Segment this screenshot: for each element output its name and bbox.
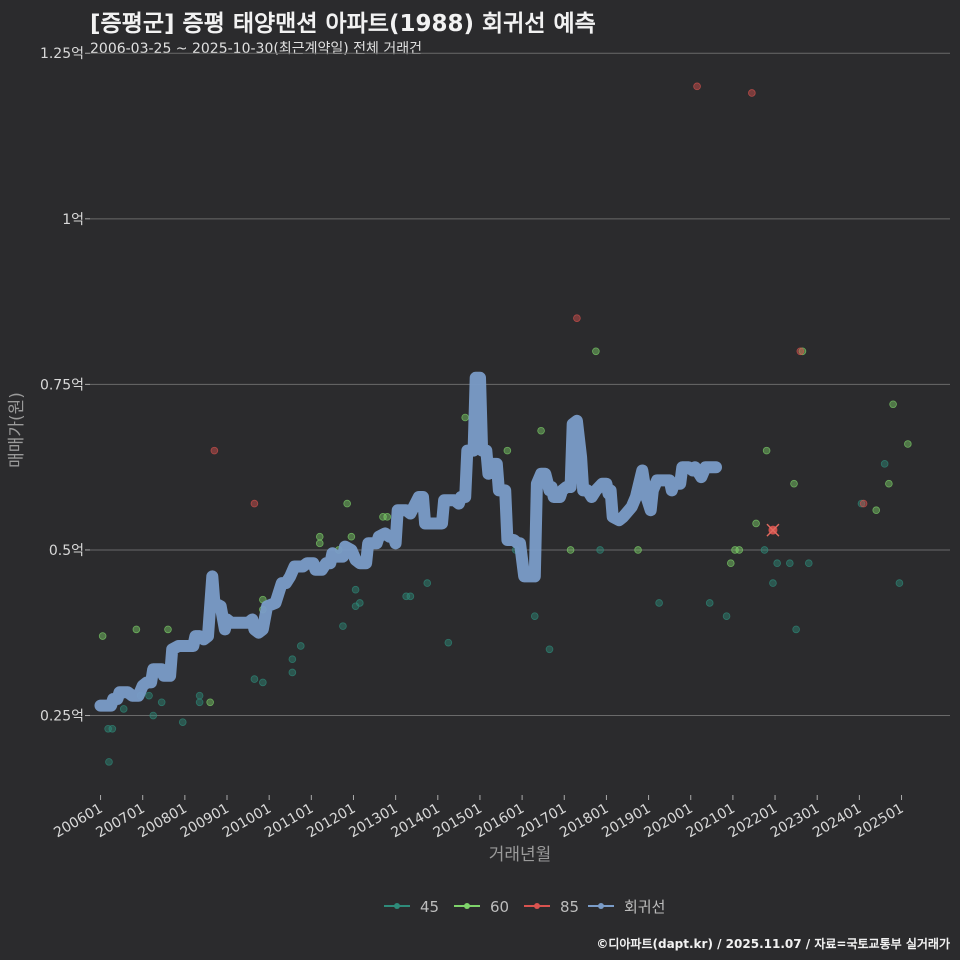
point-45 <box>655 599 663 607</box>
y-axis-label: 매매가(원) <box>7 392 27 468</box>
point-60 <box>731 546 739 554</box>
regression-line <box>94 371 722 712</box>
point-45 <box>178 718 187 726</box>
point-85 <box>748 89 756 97</box>
point-45 <box>356 599 364 607</box>
point-60 <box>379 513 387 521</box>
point-45 <box>880 460 889 468</box>
point-45 <box>545 645 554 654</box>
y-tick-label: 1.25억 <box>40 46 84 62</box>
point-45 <box>195 698 204 707</box>
point-45 <box>596 546 604 554</box>
point-45 <box>250 675 259 683</box>
point-45 <box>351 585 360 594</box>
x-axis-ticks: 2006012007012008012009012010012011012012… <box>51 795 907 842</box>
x-axis-label: 거래년월 <box>489 845 552 865</box>
point-45 <box>195 691 204 700</box>
point-60 <box>383 513 392 521</box>
legend-label-회귀선: 회귀선 <box>624 898 665 916</box>
point-45 <box>145 691 153 700</box>
point-45 <box>792 625 800 634</box>
legend-label-85: 85 <box>560 898 579 916</box>
y-tick-label: 0.75억 <box>40 377 84 393</box>
point-45 <box>530 612 539 620</box>
point-45 <box>259 678 267 687</box>
point-45 <box>705 599 714 607</box>
point-60 <box>132 625 141 634</box>
point-85 <box>859 499 868 508</box>
point-60 <box>164 625 172 634</box>
highlight-x-mark <box>766 523 780 537</box>
legend-marker-45 <box>394 903 400 909</box>
point-45 <box>104 724 112 733</box>
point-60 <box>461 413 469 422</box>
point-60 <box>206 698 214 707</box>
point-60 <box>592 347 600 356</box>
point-45 <box>786 559 794 568</box>
point-60 <box>726 559 735 568</box>
legend-marker-60 <box>464 903 470 909</box>
point-60 <box>735 546 744 554</box>
point-45 <box>296 642 305 650</box>
point-45 <box>857 499 866 508</box>
regression-line-group <box>94 371 722 712</box>
y-axis-ticks: 0.25억 0.5억 0.75억 1억 1.25억 <box>40 46 90 725</box>
point-85 <box>573 314 581 322</box>
point-45 <box>105 758 113 766</box>
legend-label-45: 45 <box>420 898 439 916</box>
point-45 <box>108 724 117 733</box>
point-45 <box>773 559 781 568</box>
point-85 <box>210 446 219 455</box>
point-60 <box>798 347 807 356</box>
point-60 <box>566 546 575 554</box>
point-45 <box>423 579 432 587</box>
point-60 <box>537 426 545 435</box>
x-tick-label: 202501 <box>852 801 906 842</box>
point-45 <box>157 698 166 707</box>
y-tick-label: 0.25억 <box>40 709 84 725</box>
point-45 <box>769 579 777 587</box>
chart-title: [증평군] 증평 태양맨션 아파트(1988) 회귀선 예측 <box>90 11 596 37</box>
point-60 <box>904 440 912 448</box>
scatter-points <box>98 82 912 766</box>
point-60 <box>762 446 771 455</box>
point-45 <box>288 668 297 677</box>
point-60 <box>315 532 324 541</box>
point-85 <box>693 82 701 91</box>
point-45 <box>288 655 297 664</box>
point-45 <box>760 546 769 554</box>
point-60 <box>347 532 356 541</box>
point-60 <box>889 400 897 409</box>
point-85 <box>250 499 259 508</box>
point-45 <box>402 592 410 601</box>
point-45 <box>804 559 813 568</box>
point-85 <box>796 347 805 356</box>
legend-label-60: 60 <box>490 898 509 916</box>
point-45 <box>444 638 453 647</box>
point-45 <box>406 592 415 601</box>
point-45 <box>339 622 347 630</box>
point-60 <box>752 519 760 528</box>
y-tick-label: 1억 <box>62 212 84 228</box>
point-45 <box>895 579 904 587</box>
point-60 <box>315 539 324 548</box>
point-45 <box>119 705 128 713</box>
point-60 <box>98 632 107 640</box>
legend: 45 60 85 회귀선 <box>384 898 665 916</box>
point-60 <box>503 446 512 455</box>
legend-marker-85 <box>534 903 540 909</box>
point-45 <box>722 612 731 620</box>
footer-credit: ©디아파트(dapt.kr) / 2025.11.07 / 자료=국토교통부 실… <box>596 937 950 951</box>
point-60 <box>885 479 893 488</box>
point-45 <box>149 711 158 720</box>
point-60 <box>343 499 351 508</box>
point-60 <box>634 546 642 554</box>
point-60 <box>790 479 798 488</box>
legend-marker-회귀선 <box>598 903 604 909</box>
point-60 <box>872 506 881 515</box>
y-tick-label: 0.5억 <box>49 543 84 559</box>
